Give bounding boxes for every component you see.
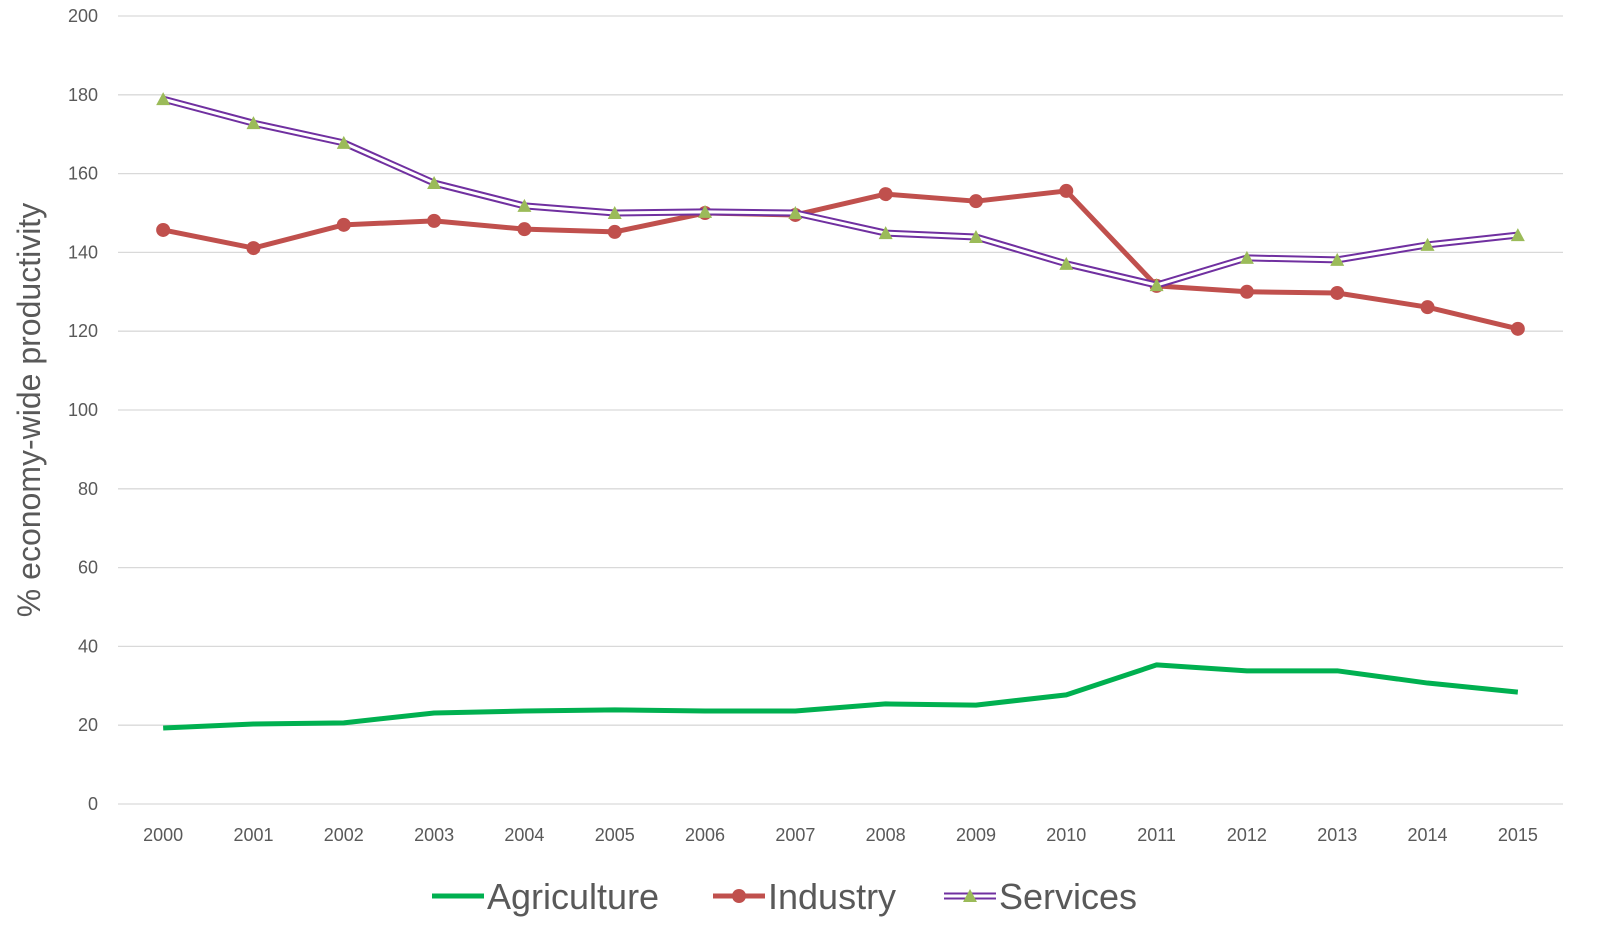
marker [336, 217, 351, 232]
x-tick-label: 2008 [866, 825, 906, 845]
x-tick-label: 2010 [1046, 825, 1086, 845]
series-line [162, 188, 1519, 332]
x-tick-label: 2014 [1408, 825, 1448, 845]
x-tick-label: 2006 [685, 825, 725, 845]
legend-marker [963, 889, 977, 902]
marker [1330, 252, 1345, 266]
x-tick-label: 2003 [414, 825, 454, 845]
x-tick-label: 2004 [504, 825, 544, 845]
marker [968, 194, 983, 209]
marker [1059, 183, 1074, 198]
marker [1059, 256, 1074, 270]
series-line [162, 95, 1519, 289]
marker [878, 187, 893, 202]
y-tick-label: 180 [68, 85, 98, 105]
x-tick-label: 2002 [324, 825, 364, 845]
y-tick-label: 80 [78, 479, 98, 499]
marker [968, 230, 983, 244]
marker [1420, 237, 1435, 251]
marker [1149, 278, 1164, 292]
marker [517, 222, 532, 237]
marker [1420, 300, 1435, 315]
marker [427, 176, 442, 190]
y-axis-label: % economy-wide productivity [11, 203, 47, 617]
x-tick-label: 2011 [1137, 825, 1176, 845]
marker [878, 226, 893, 240]
marker [156, 222, 171, 237]
series-line-inner [162, 97, 1519, 287]
y-tick-label: 100 [68, 400, 98, 420]
y-tick-label: 60 [78, 558, 98, 578]
legend-label: Agriculture [487, 876, 659, 917]
marker [427, 213, 442, 228]
x-tick-label: 2012 [1227, 825, 1267, 845]
marker [336, 135, 351, 149]
marker [1239, 284, 1254, 299]
y-tick-label: 20 [78, 715, 98, 735]
x-tick-label: 2015 [1498, 825, 1538, 845]
y-tick-label: 0 [88, 794, 98, 814]
legend-label: Industry [768, 876, 896, 917]
series-line [163, 662, 1519, 731]
y-tick-label: 140 [68, 242, 98, 262]
marker [1330, 285, 1345, 300]
y-tick-label: 120 [68, 321, 98, 341]
x-tick-label: 2007 [775, 825, 815, 845]
marker [1239, 250, 1254, 264]
marker [607, 224, 622, 239]
marker [1510, 228, 1525, 242]
marker [1510, 321, 1525, 336]
x-tick-label: 2013 [1317, 825, 1357, 845]
x-tick-label: 2005 [595, 825, 635, 845]
marker [788, 206, 803, 219]
legend-label: Services [999, 876, 1137, 917]
y-tick-label: 200 [68, 6, 98, 26]
marker [517, 198, 532, 212]
marker [698, 204, 713, 218]
x-tick-label: 2009 [956, 825, 996, 845]
legend-marker [732, 889, 746, 903]
y-tick-label: 40 [78, 636, 98, 656]
marker [156, 92, 171, 106]
marker [246, 116, 261, 130]
marker [246, 241, 261, 256]
x-tick-label: 2000 [143, 825, 183, 845]
y-tick-label: 160 [68, 164, 98, 184]
x-tick-label: 2001 [233, 825, 273, 845]
marker [607, 206, 622, 219]
